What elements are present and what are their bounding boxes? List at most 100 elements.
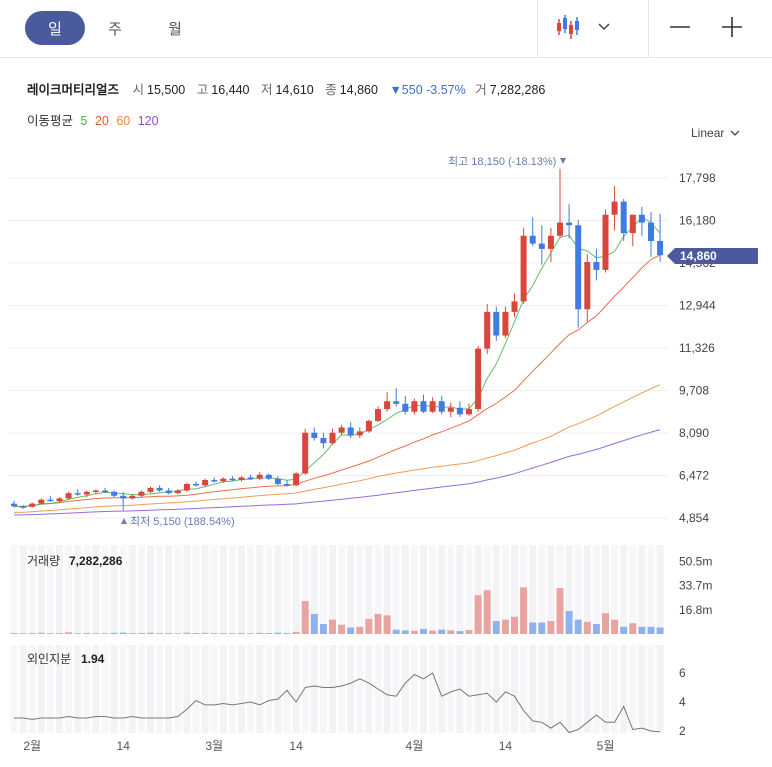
foreign-column-bg: [410, 645, 418, 733]
candle-body: [584, 262, 591, 310]
candle-body: [193, 483, 199, 486]
candle-body: [147, 487, 154, 492]
price-tick-label: 6,472: [679, 469, 709, 483]
volume-column-bg: [511, 545, 518, 634]
volume-bar: [174, 633, 182, 634]
volume-column-bg: [383, 545, 391, 634]
volume-column-bg: [365, 545, 373, 634]
foreign-column-bg: [174, 645, 182, 733]
tab-monthly[interactable]: 월: [168, 20, 182, 38]
foreign-column-bg: [392, 645, 400, 733]
foreign-column-bg: [583, 645, 591, 733]
candle-body: [475, 348, 482, 410]
foreign-column-bg: [37, 645, 45, 733]
foreign-tick-label: 4: [679, 695, 686, 709]
volume-bar: [483, 590, 491, 634]
ma-20[interactable]: 20: [94, 114, 109, 128]
volume-bar: [429, 630, 437, 634]
volume-bar: [310, 613, 318, 634]
foreign-column-bg: [438, 645, 446, 733]
volume-column-bg: [128, 545, 136, 634]
price-tick-label: 9,708: [679, 384, 709, 398]
volume-column-bg: [92, 545, 100, 634]
volume-column-bg: [347, 545, 355, 634]
period-tabs: 일 주 월: [25, 11, 205, 45]
candle-body: [274, 478, 281, 484]
volume-bar: [492, 621, 500, 634]
volume-column-bg: [19, 545, 27, 634]
foreign-column-bg: [165, 645, 173, 733]
candle-body: [438, 401, 445, 412]
foreign-column-bg: [492, 645, 500, 733]
candle-body: [529, 235, 536, 244]
volume-column-bg: [583, 545, 591, 634]
volume-column-bg: [228, 545, 236, 634]
volume-column-bg: [165, 545, 173, 634]
candle-body: [138, 491, 145, 496]
foreign-column-bg: [10, 645, 18, 733]
foreign-column-bg: [238, 645, 245, 733]
volume-bar: [520, 587, 528, 634]
volume-column-bg: [119, 545, 127, 634]
volume-bar: [156, 633, 164, 634]
foreign-column-bg: [101, 645, 109, 733]
volume-bar: [611, 619, 619, 634]
volume-column-bg: [483, 545, 491, 634]
candle-body: [402, 403, 409, 412]
candle-body: [538, 243, 545, 249]
volume-column-bg: [10, 545, 18, 634]
volume-bar: [410, 630, 418, 634]
foreign-column-bg: [483, 645, 491, 733]
volume-bar: [574, 619, 582, 634]
volume-column-bg: [447, 545, 455, 634]
volume-bar: [501, 619, 509, 634]
volume-column-bg: [501, 545, 509, 634]
volume-bar: [647, 626, 655, 634]
volume-bar: [438, 629, 446, 634]
ma-120-line: [13, 429, 661, 516]
volume-bar: [65, 632, 73, 634]
volume-bar: [392, 629, 400, 634]
candle-body: [411, 401, 418, 412]
chevron-down-icon: [730, 130, 740, 136]
moving-average-legend: 이동평균 5 20 60 120: [27, 110, 163, 129]
candle-body: [611, 201, 618, 215]
quote-summary: 레이크머티리얼즈 시 15,500 고 16,440 저 14,610 종 14,860…: [27, 79, 553, 98]
volume-column-bg: [310, 545, 318, 634]
candle-body: [284, 483, 290, 486]
ma-5[interactable]: 5: [80, 114, 88, 128]
foreign-column-bg: [283, 645, 291, 733]
foreign-column-bg: [310, 645, 318, 733]
foreign-column-bg: [529, 645, 537, 733]
foreign-column-bg: [219, 645, 227, 733]
candle-body: [502, 311, 509, 336]
price-axis: 17,79816,18014,56212,94411,3269,7088,090…: [679, 171, 716, 525]
chart-type-dropdown[interactable]: [556, 12, 636, 42]
zoom-in-icon[interactable]: [720, 15, 744, 39]
volume-column-bg: [319, 545, 327, 634]
candle-body: [302, 432, 309, 474]
volume-bar: [547, 621, 555, 634]
foreign-column-bg: [119, 645, 127, 733]
tab-daily[interactable]: 일: [25, 11, 85, 45]
volume-column-bg: [101, 545, 109, 634]
volume-column-bg: [602, 545, 609, 634]
volume-column-bg: [410, 545, 418, 634]
foreign-column-bg: [565, 645, 573, 733]
zoom-out-icon[interactable]: [668, 15, 692, 39]
volume-column-bg: [438, 545, 446, 634]
ma-120[interactable]: 120: [137, 114, 159, 128]
high-label: 고: [196, 83, 209, 97]
foreign-tick-label: 6: [679, 666, 686, 680]
candle-body: [575, 225, 582, 310]
scale-mode-dropdown[interactable]: Linear: [691, 126, 740, 140]
foreign-column-bg: [19, 645, 27, 733]
volume-bar: [56, 633, 63, 634]
volume-column-bg: [429, 545, 437, 634]
volume-bar: [183, 632, 191, 634]
ma-60[interactable]: 60: [116, 114, 131, 128]
foreign-column-bg: [110, 645, 118, 733]
tab-weekly[interactable]: 주: [108, 20, 122, 38]
volume-bar: [110, 632, 118, 634]
